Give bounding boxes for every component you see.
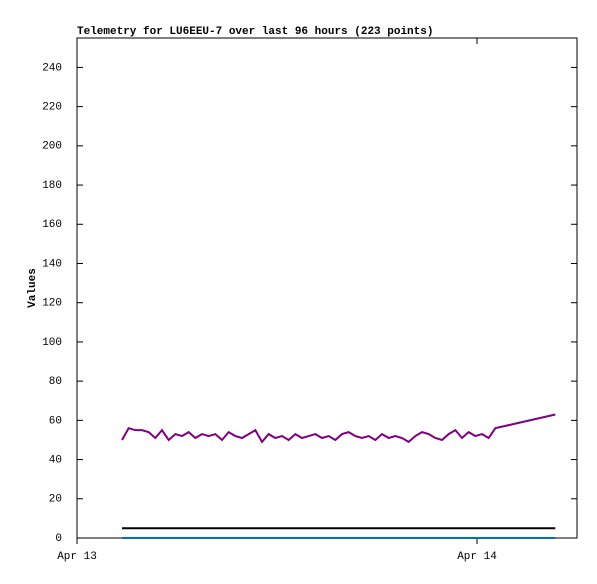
y-tick-label: 0: [55, 533, 62, 545]
y-tick-label: 240: [42, 62, 62, 74]
y-tick-label: 160: [42, 219, 62, 231]
chart-title: Telemetry for LU6EEU-7 over last 96 hour…: [77, 26, 433, 38]
series-line: [121, 413, 556, 444]
plot-frame: [76, 37, 578, 539]
y-tick-label: 20: [49, 494, 62, 506]
x-tick-label: Apr 13: [57, 551, 97, 563]
y-tick-label: 60: [49, 415, 62, 427]
y-axis-label: Values: [27, 268, 39, 308]
x-tick-label: Apr 14: [457, 551, 497, 563]
y-tick-label: 200: [42, 141, 62, 153]
y-tick-label: 180: [42, 180, 62, 192]
y-tick-label: 40: [49, 454, 62, 466]
y-tick-label: 140: [42, 258, 62, 270]
y-tick-label: 220: [42, 102, 62, 114]
y-tick-label: 100: [42, 337, 62, 349]
y-tick-label: 120: [42, 298, 62, 310]
y-tick-label: 80: [49, 376, 62, 388]
